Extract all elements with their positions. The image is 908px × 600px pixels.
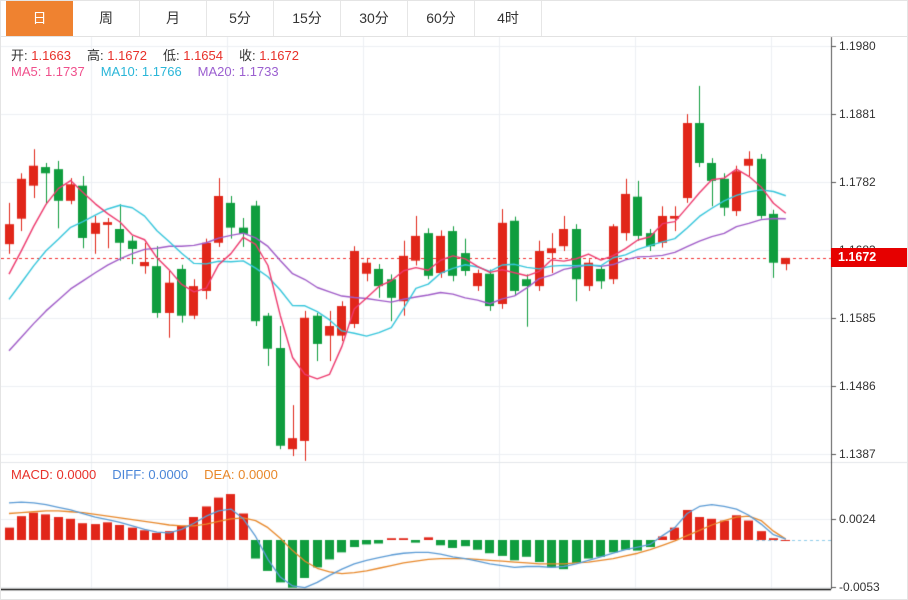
price-axis-label: 1.1486 bbox=[839, 378, 876, 393]
tab-月[interactable]: 月 bbox=[140, 1, 207, 36]
price-axis-label: 1.1387 bbox=[839, 447, 876, 461]
tab-周[interactable]: 周 bbox=[73, 1, 140, 36]
ma-legend-label-1: MA10: bbox=[100, 64, 139, 79]
macd-legend-value-1: 0.0000 bbox=[144, 467, 189, 482]
tab-30分[interactable]: 30分 bbox=[341, 1, 408, 36]
ohlc-legend-label-2: 低: bbox=[163, 48, 180, 63]
tab-60分[interactable]: 60分 bbox=[408, 1, 475, 36]
ohlc-legend-value-1: 1.1672 bbox=[103, 48, 147, 63]
macd-axis-label: 0.0024 bbox=[839, 511, 876, 526]
ma-legend-label-2: MA20: bbox=[197, 64, 236, 79]
ohlc-legend: 开: 1.1663 高: 1.1672 低: 1.1654 收: 1.1672 bbox=[11, 45, 315, 64]
macd-legend: MACD: 0.0000 DIFF: 0.0000 DEA: 0.0000 bbox=[11, 467, 294, 482]
tab-5分[interactable]: 5分 bbox=[207, 1, 274, 36]
ma-legend: MA5: 1.1737 MA10: 1.1766 MA20: 1.1733 bbox=[11, 64, 295, 79]
price-axis-label: 1.1881 bbox=[839, 107, 876, 122]
tab-日[interactable]: 日 bbox=[6, 1, 73, 36]
ohlc-legend-value-0: 1.1663 bbox=[27, 48, 71, 63]
ma-legend-label-0: MA5: bbox=[11, 64, 42, 79]
ma-legend-value-1: 1.1766 bbox=[138, 64, 182, 79]
price-axis-label: 1.1585 bbox=[839, 310, 876, 325]
tab-15分[interactable]: 15分 bbox=[274, 1, 341, 36]
ohlc-legend-value-2: 1.1654 bbox=[179, 48, 223, 63]
price-axis-label: 1.1782 bbox=[839, 175, 876, 190]
ma-legend-value-2: 1.1733 bbox=[235, 64, 279, 79]
tab-4时[interactable]: 4时 bbox=[475, 1, 542, 36]
price-axis-label: 1.1980 bbox=[839, 39, 876, 53]
ohlc-legend-label-0: 开: bbox=[11, 48, 28, 63]
ohlc-legend-label-1: 高: bbox=[87, 48, 104, 63]
macd-legend-value-0: 0.0000 bbox=[52, 467, 97, 482]
ohlc-legend-value-3: 1.1672 bbox=[255, 48, 299, 63]
timeframe-tab-bar: 日周月 5分 15分 30分 60分 4时 bbox=[1, 1, 907, 37]
current-price-badge: 1.1672 bbox=[831, 247, 907, 267]
macd-legend-label-0: MACD: bbox=[11, 467, 53, 482]
macd-axis-label: -0.0053 bbox=[839, 579, 880, 594]
ma-legend-value-0: 1.1737 bbox=[41, 64, 85, 79]
macd-legend-label-1: DIFF: bbox=[112, 467, 145, 482]
ohlc-legend-label-3: 收: bbox=[239, 48, 256, 63]
macd-legend-value-2: 0.0000 bbox=[234, 467, 278, 482]
macd-legend-label-2: DEA: bbox=[204, 467, 235, 482]
